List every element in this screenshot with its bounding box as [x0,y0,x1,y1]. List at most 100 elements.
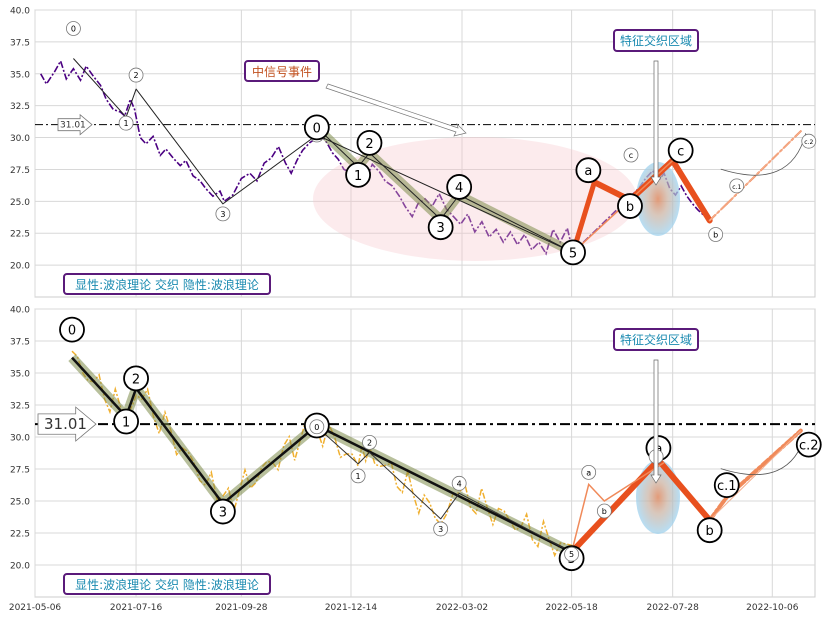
wave-abc-segment [655,457,713,524]
wave-abc-label: c [677,145,684,160]
wave-abc-label-circle [667,137,694,164]
caption-box [63,273,271,295]
wave-sub-label-circle [362,434,377,450]
event-arrow [325,83,467,137]
wave-main-label: 3 [219,506,227,521]
wave-sub-label: 0 [314,423,319,432]
wave-abc-label: c.1 [732,184,741,191]
y-tick-label: 30.0 [10,134,30,144]
panel-top: 20.0 22.5 25.0 27.5 30.0 32.5 35.0 37.5 40.0 31.0… [10,7,817,298]
projection-line [709,130,802,221]
wave-sub-label: 5 [569,246,577,261]
x-tick-label: 2022-07-28 [647,603,700,613]
y-tick-label: 40.0 [10,306,30,316]
level-arrow [37,406,97,442]
wave-sub-label: 1 [356,472,361,481]
wave-main-label-circle [215,206,231,222]
wave-sub-label: 0 [313,121,321,136]
wave-abc-small-label-circle [581,464,597,480]
wave-abc-small-label-circle [596,503,612,519]
x-tick-label: 2022-03-02 [436,603,488,613]
level-label: 31.01 [44,415,87,433]
projection-line [709,430,802,521]
wave-sub-label: 5 [569,550,574,559]
wave-sub-label-circle [303,114,330,141]
y-tick-label: 20.0 [10,262,30,272]
wave-sub-label: 4 [455,181,463,196]
y-tick-label: 37.5 [10,38,30,48]
wave-abc-label: b [626,200,634,215]
wave-main-label: 2 [132,372,140,387]
wave-abc-label-circle [696,517,723,544]
wave-abc-label-circle [708,227,724,242]
wave-main-label: 0 [71,24,76,33]
wave-main-label: 1 [122,416,130,431]
x-tick-label: 2022-05-18 [545,603,598,613]
y-tick-label: 35.0 [10,370,30,380]
wave-abc-segment [707,495,729,523]
wave-abc-small-label: a [586,468,591,477]
wave-abc-label-circle [729,178,745,194]
y-tick-label: 25.0 [10,498,30,508]
wave-main-label-circle [59,316,85,343]
wave-sub-label-circle [350,468,366,484]
wave-sub-label-circle [451,475,467,491]
wave-abc-label-circle [575,157,602,184]
wave-abc-label-circle [713,472,740,499]
wave-sub-label-circle [356,129,383,156]
x-tick-label: 2021-05-06 [9,603,62,613]
y-tick-label: 22.5 [10,530,30,540]
projection-arc [720,133,807,176]
y-tick-label: 27.5 [10,466,30,476]
wave-main-label: 2 [134,71,139,80]
plot-area [34,308,816,598]
wave-abc-label: c.2 [804,139,813,146]
wave-sub-label-circle [564,546,580,562]
wave-main-label: 1 [124,119,129,128]
wave-sub-label: 3 [438,525,443,534]
event-label: 中信号事件 [252,64,312,79]
price-line [40,58,709,256]
x-tick-label: 2022-10-06 [746,603,799,613]
wave-sub-label-circle [427,214,454,241]
wave-main-label-circle [209,498,236,525]
wave-main-label-circle [66,21,81,36]
wave-abc-segment [669,157,713,224]
caption: 显性:波浪理论 交织 隐性:波浪理论 [75,577,259,592]
wave-sub-label-circle [433,521,449,537]
wave-abc-label: a [584,164,592,179]
wave-sub-line [316,127,574,253]
y-tick-label: 37.5 [10,338,30,348]
caption-box [63,573,271,595]
wave-sub-label-circle [560,239,586,266]
x-tick-label: 2021-07-16 [110,603,163,613]
y-tick-label: 32.5 [10,402,30,412]
zone-label: 特征交织区域 [620,332,692,347]
y-tick-label: 25.0 [10,198,30,208]
zone-label: 特征交织区域 [620,33,692,48]
caption: 显性:波浪理论 交织 隐性:波浪理论 [75,277,259,292]
wave-abc-label: c.1 [717,479,737,494]
wave-abc-label: c [629,151,633,160]
wave-abc-label-circle [801,133,817,149]
level-arrow [57,113,93,136]
wave-main-label-circle [113,408,139,435]
zone-label-box [613,29,699,52]
wave-sub-label-circle [309,419,325,435]
y-tick-label: 27.5 [10,166,30,176]
wave-sub-line [316,426,572,553]
zone-arrow [650,359,662,484]
y-tick-label: 35.0 [10,70,30,80]
wave-main-label: 0 [68,324,76,339]
feature-zone-ellipse [636,460,680,534]
y-tick-label: 40.0 [10,7,30,17]
wave-abc-small-label: b [602,507,607,516]
wave-sub-label-circle [345,161,372,188]
level-label: 31.01 [60,121,86,131]
wave-main-label: 3 [220,210,225,219]
wave-main-label-circle [123,365,149,392]
wave-main-line [71,356,573,554]
wave-sub-label: 4 [457,479,462,488]
wave-sub-label: 3 [437,221,445,236]
